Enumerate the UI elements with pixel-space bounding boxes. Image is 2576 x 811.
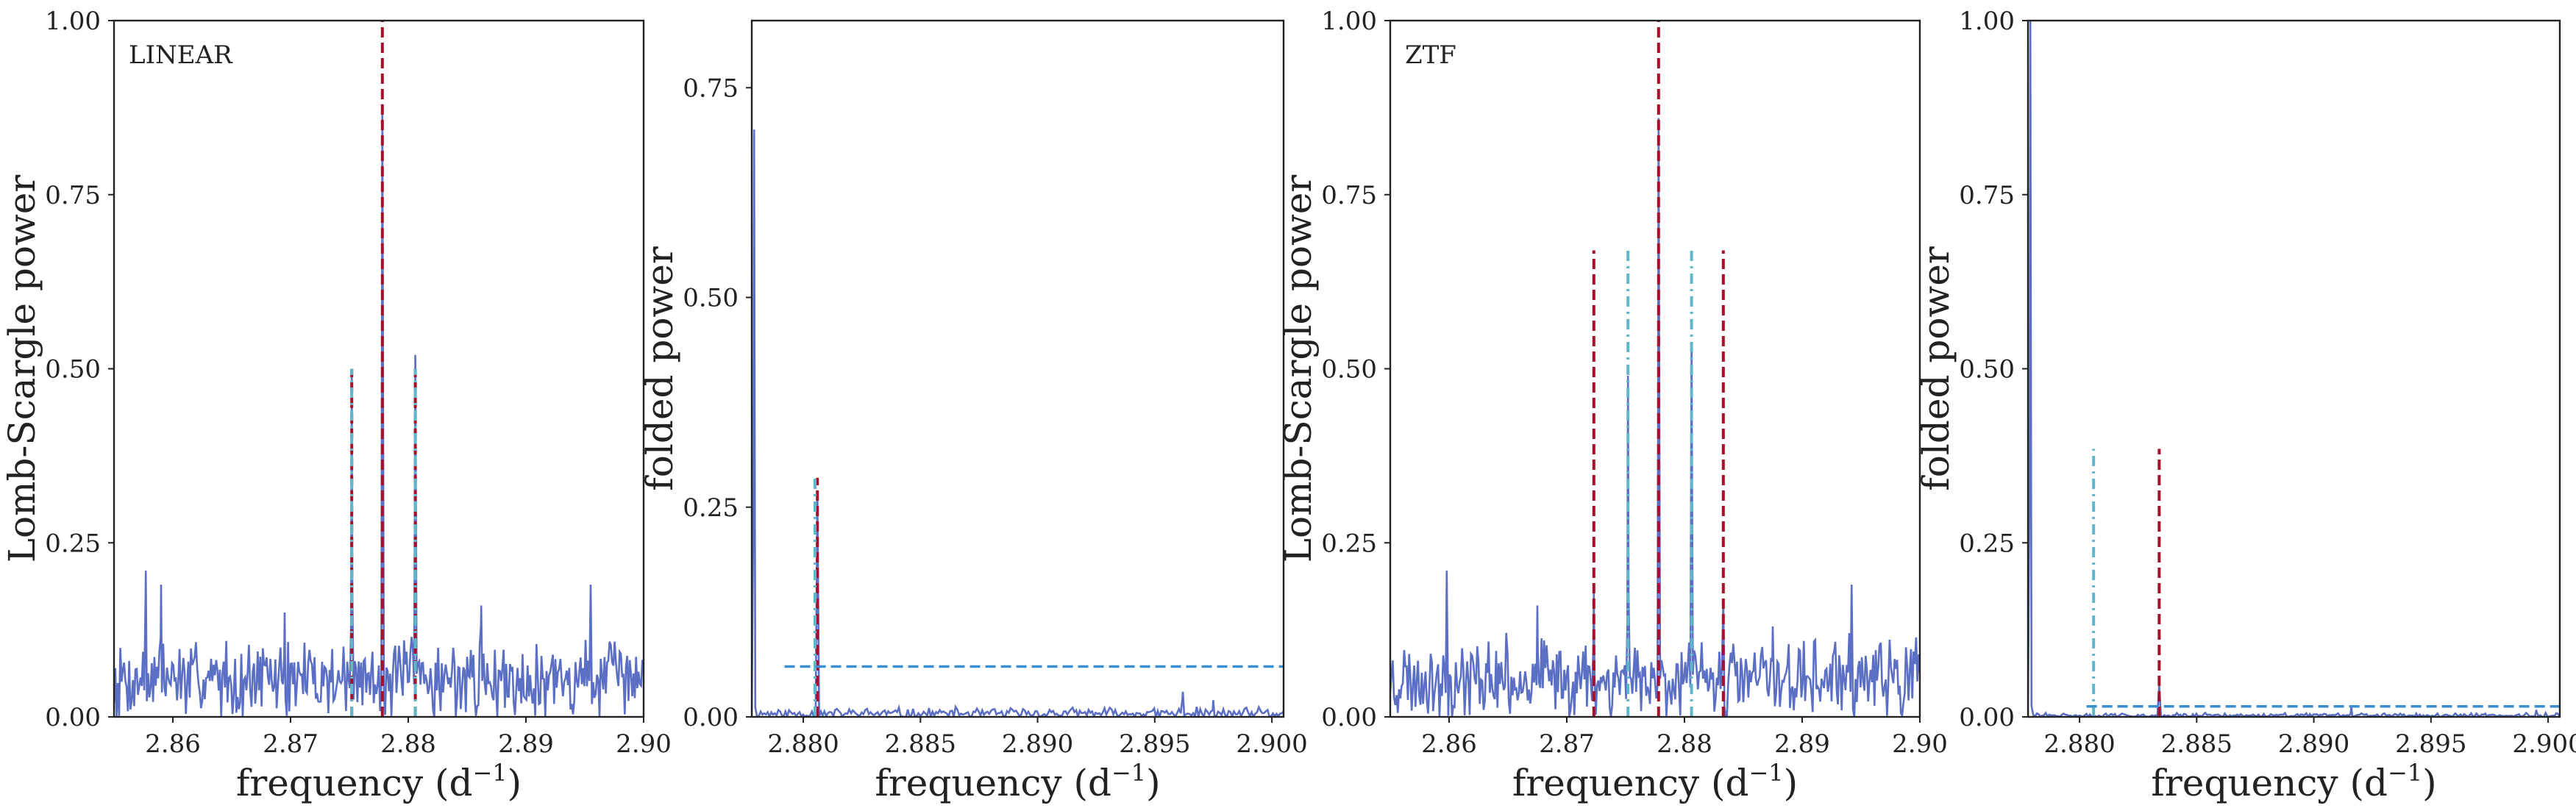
x-axis-label: frequency (d−1)	[1512, 759, 1798, 804]
x-tick-label: 2.90	[1892, 729, 1948, 759]
y-tick-label: 0.25	[683, 493, 739, 523]
y-tick-label: 0.25	[1321, 529, 1377, 558]
y-tick-label: 0.50	[45, 355, 101, 385]
x-tick-label: 2.87	[263, 729, 319, 759]
y-tick-label: 0.75	[1321, 181, 1377, 210]
y-tick-label: 1.00	[1321, 7, 1377, 36]
x-tick-label: 2.87	[1539, 729, 1595, 759]
y-tick-label: 1.00	[1959, 7, 2015, 36]
x-axis-label: frequency (d−1)	[875, 759, 1160, 804]
axes-frame	[1389, 19, 1921, 718]
y-tick-label: 0.75	[1959, 181, 2015, 210]
x-axis-label: frequency (d−1)	[236, 759, 522, 804]
y-tick-label: 0.50	[1321, 355, 1377, 385]
chart-panel-4: 2.880 2.885 2.890 2.895 2.900 0.00 0.25 0.50 0.7…	[1915, 7, 2576, 804]
y-axis-label: Lomb-Scargle power	[1, 175, 43, 563]
y-tick-label: 0.00	[45, 703, 101, 732]
x-tick-label: 2.895	[1119, 729, 1190, 759]
y-tick-label: 0.00	[1321, 703, 1377, 732]
x-tick-label: 2.89	[1774, 729, 1830, 759]
y-axis-label: Lomb-Scargle power	[1277, 175, 1320, 563]
x-tick-label: 2.900	[1236, 729, 1307, 759]
x-tick-label: 2.86	[1421, 729, 1477, 759]
chart-panel-1: 2.86 2.87 2.88 2.89 2.90 0.00 0.25 0.50 0.75 1.00…	[1, 7, 672, 804]
y-tick-label: 0.00	[683, 703, 739, 732]
x-axis-label: frequency (d−1)	[2151, 759, 2436, 804]
panel-annotation: ZTF	[1405, 40, 1456, 70]
y-tick-label: 0.25	[1959, 529, 2015, 558]
y-tick-label: 0.75	[683, 74, 739, 103]
x-tick-label: 2.885	[2161, 729, 2232, 759]
x-tick-label: 2.900	[2512, 729, 2576, 759]
x-tick-label: 2.890	[1002, 729, 1073, 759]
x-tick-label: 2.89	[498, 729, 554, 759]
y-tick-label: 0.50	[1959, 355, 2015, 385]
axes-frame	[113, 19, 645, 718]
x-tick-label: 2.885	[885, 729, 956, 759]
axes-frame	[750, 19, 1285, 718]
chart-panel-2: 2.880 2.885 2.890 2.895 2.900 0.00 0.25 0.50 0.7…	[638, 19, 1308, 804]
x-tick-label: 2.88	[380, 729, 436, 759]
panel-annotation: LINEAR	[129, 40, 233, 70]
y-tick-label: 1.00	[45, 7, 101, 36]
series-line	[1390, 118, 1920, 717]
x-tick-label: 2.890	[2278, 729, 2349, 759]
series-line	[114, 104, 644, 717]
x-tick-label: 2.86	[145, 729, 201, 759]
x-tick-label: 2.90	[616, 729, 672, 759]
x-tick-label: 2.880	[2043, 729, 2115, 759]
chart-panel-3: 2.86 2.87 2.88 2.89 2.90 0.00 0.25 0.50 0.75 1.00…	[1277, 7, 1948, 804]
x-tick-label: 2.880	[767, 729, 839, 759]
series-line	[2028, 21, 2560, 717]
x-tick-label: 2.88	[1657, 729, 1712, 759]
y-axis-label: folded power	[638, 246, 681, 491]
series-line	[752, 129, 1284, 717]
y-axis-label: folded power	[1915, 246, 1957, 491]
y-tick-label: 0.00	[1959, 703, 2015, 732]
y-tick-label: 0.25	[45, 529, 101, 558]
y-tick-label: 0.50	[683, 284, 739, 313]
y-tick-label: 0.75	[45, 181, 101, 210]
x-tick-label: 2.895	[2395, 729, 2466, 759]
axes-frame	[2027, 19, 2561, 718]
